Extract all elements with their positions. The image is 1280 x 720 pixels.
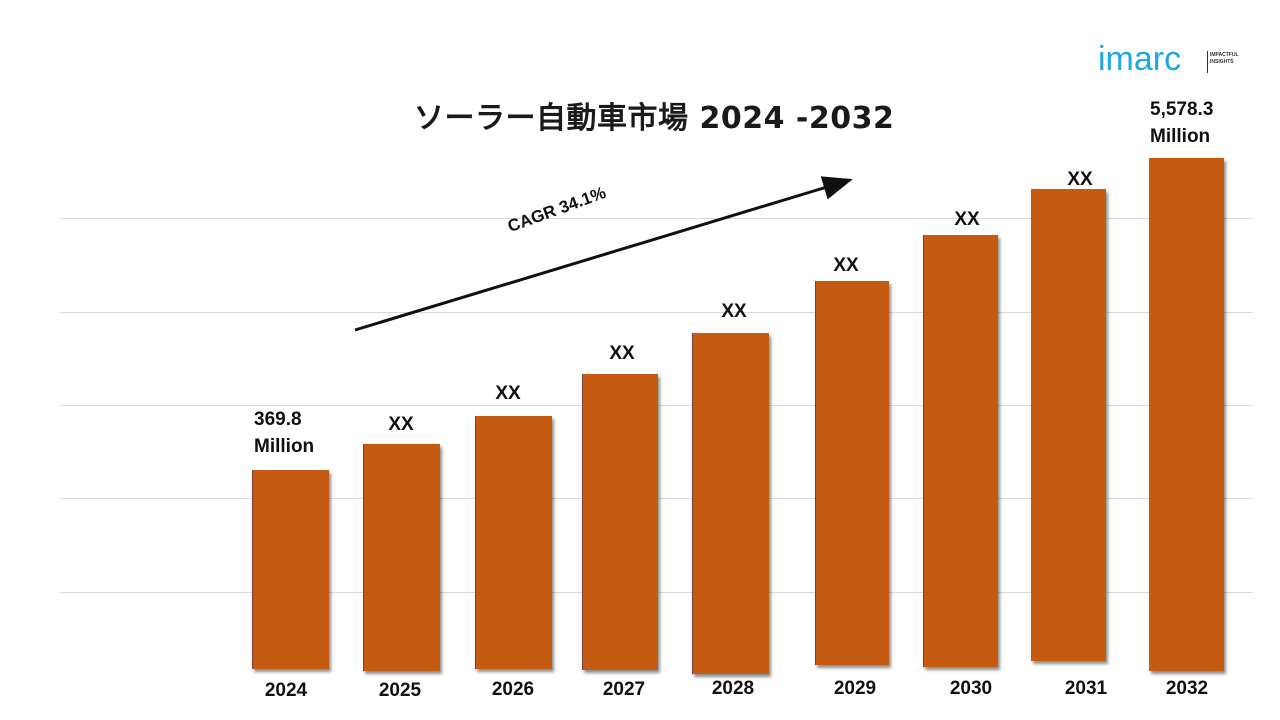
- bar-2024: [252, 470, 329, 669]
- x-label-2025: 2025: [378, 680, 422, 701]
- logo-text: imarc: [1098, 40, 1182, 78]
- x-label-2026: 2026: [491, 679, 535, 700]
- value-label-2024: 369.8 Million: [254, 409, 315, 457]
- bar-2026: [475, 416, 552, 669]
- imarc-logo: imarc IMPACTFUL INSIGHTS: [1098, 36, 1258, 82]
- x-label-2024: 2024: [264, 680, 308, 701]
- x-label-2031: 2031: [1064, 678, 1108, 699]
- value-label-2032: 5,578.3 Million: [1150, 99, 1214, 147]
- bar-2025: [363, 444, 440, 671]
- x-label-2030: 2030: [949, 678, 993, 699]
- bar-2032: [1149, 158, 1224, 671]
- value-label-2025: XX: [388, 414, 414, 435]
- value-label-2028: XX: [721, 301, 747, 322]
- chart-title: ソーラー自動車市場 2024 -2032: [414, 101, 895, 136]
- bar-2028: [692, 333, 769, 674]
- bar-2031: [1031, 189, 1106, 661]
- value-label-2027: XX: [609, 343, 635, 364]
- x-label-2029: 2029: [833, 678, 877, 699]
- logo-divider: [1207, 51, 1208, 73]
- bar-2030: [923, 235, 998, 667]
- bar-2027: [582, 374, 658, 670]
- value-label-2031: XX: [1067, 169, 1093, 190]
- x-label-2032: 2032: [1165, 678, 1209, 699]
- value-label-2029: XX: [833, 255, 859, 276]
- value-label-2030: XX: [954, 209, 980, 230]
- logo-tagline: IMPACTFUL INSIGHTS: [1210, 52, 1239, 65]
- gridline: [60, 218, 1253, 219]
- x-label-2028: 2028: [711, 678, 755, 699]
- bar-2029: [815, 281, 889, 665]
- x-label-2027: 2027: [602, 679, 646, 700]
- value-label-2026: XX: [495, 383, 521, 404]
- gridline: [60, 312, 1253, 313]
